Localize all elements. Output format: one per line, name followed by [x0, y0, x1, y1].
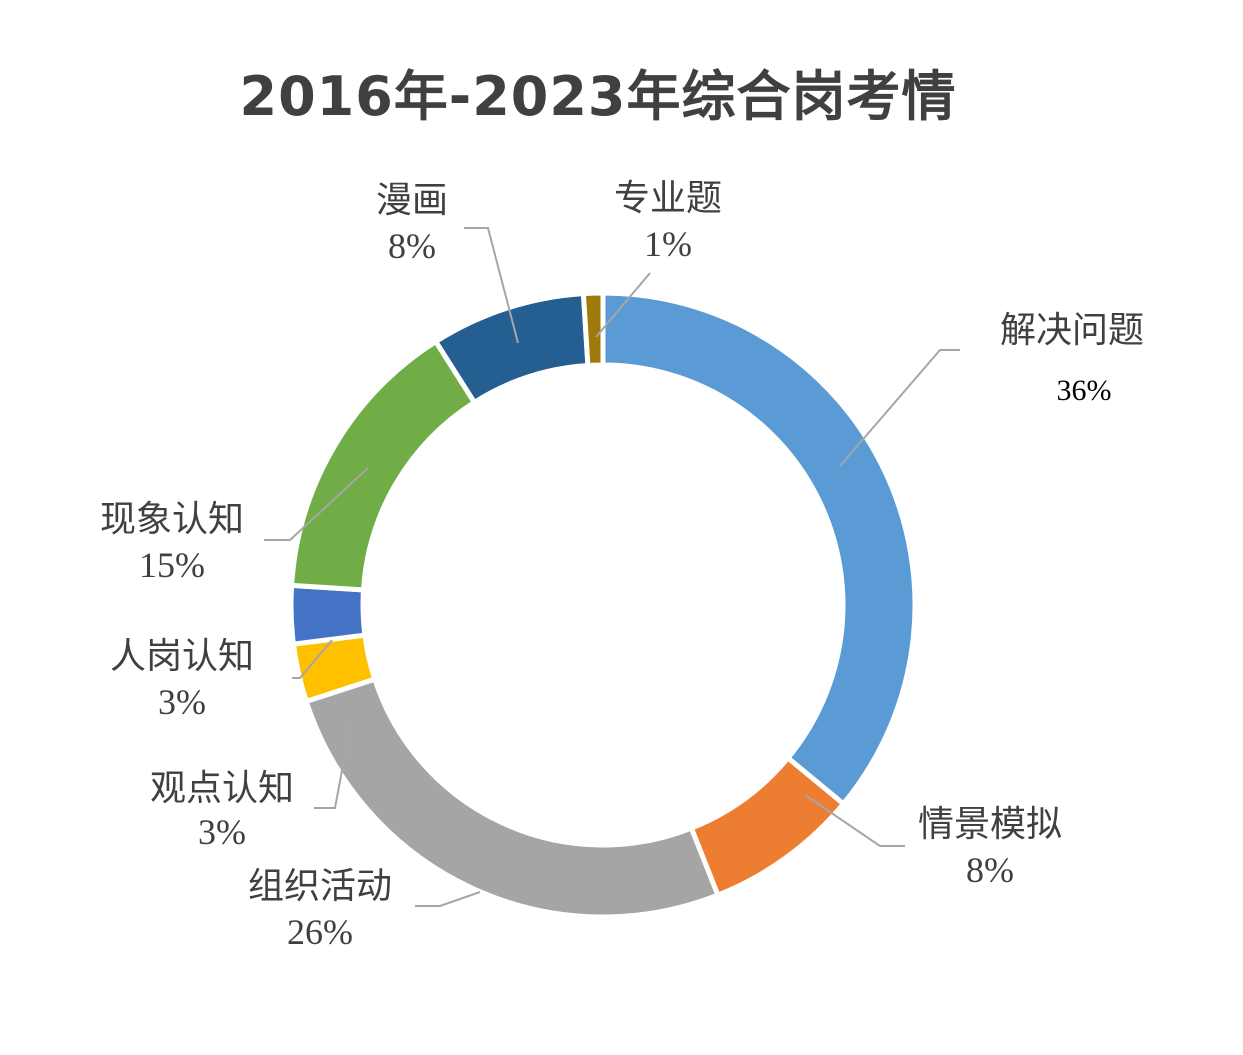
slice-1	[600, 290, 918, 808]
slice-8	[580, 290, 606, 369]
slice-value-4: 3%	[198, 812, 246, 852]
leader-line-7	[464, 227, 519, 344]
slice-label-3: 组织活动	[248, 866, 392, 907]
slice-value-2: 8%	[966, 850, 1014, 890]
slice-label-5: 人岗认知	[110, 636, 254, 677]
slice-label-6: 现象认知	[100, 499, 244, 540]
leader-line-2	[804, 794, 905, 847]
slice-value-5: 3%	[158, 682, 206, 722]
leader-line-3	[415, 891, 481, 907]
slice-value-8: 1%	[644, 224, 692, 264]
slice-5	[288, 582, 368, 647]
leader-line-6	[264, 467, 369, 541]
slice-value-6: 15%	[139, 545, 205, 585]
leader-line-5	[292, 639, 333, 679]
leader-line-8	[595, 272, 651, 338]
slice-label-4: 观点认知	[150, 768, 294, 809]
slice-value-7: 8%	[388, 226, 436, 266]
slice-label-2: 情景模拟	[918, 804, 1062, 845]
slice-label-8: 专业题	[614, 178, 722, 219]
leader-line-1	[839, 349, 960, 467]
slice-value-3: 26%	[287, 912, 353, 952]
slice-value-1: 36%	[1057, 374, 1112, 407]
chart-title: 2016年-2023年综合岗考情	[239, 65, 957, 128]
slice-label-1: 解决问题	[1000, 310, 1144, 351]
leader-line-4	[314, 716, 353, 809]
slice-label-7: 漫画	[376, 180, 448, 221]
slice-6	[288, 338, 478, 593]
